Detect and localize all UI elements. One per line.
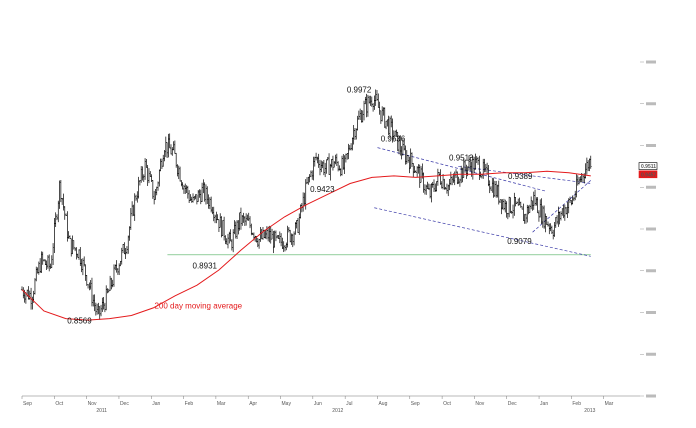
price-annotation: 0.9079 (507, 237, 532, 246)
x-tick-label: May (282, 401, 292, 407)
x-tick-label: Sep (411, 401, 420, 407)
x-tick-label: Nov (475, 401, 484, 407)
price-annotation: 0.9636 (381, 135, 406, 144)
price-annotation: 0.9389 (508, 172, 533, 181)
x-tick-label: Nov (88, 401, 97, 407)
y-tick-label (646, 144, 656, 147)
x-tick-label: Mar (217, 401, 226, 407)
x-tick-label: Apr (249, 401, 257, 407)
y-tick-label (646, 311, 656, 314)
y-tick-label (646, 269, 656, 273)
x-tick-label: Aug (378, 401, 387, 407)
moving-average-line (21, 170, 591, 321)
y-tick-label (646, 185, 656, 189)
price-annotation: 0.9423 (310, 185, 335, 194)
price-annotation: 0.9513 (449, 153, 474, 162)
x-tick-label: Jan (152, 401, 160, 407)
x-year-label: 2013 (584, 408, 595, 414)
y-tick-label (646, 394, 656, 398)
x-tick-label: Oct (55, 401, 63, 407)
y-tick-label (646, 60, 656, 64)
x-tick-label: Feb (185, 401, 194, 407)
moving-average-label: 200 day moving average (154, 302, 242, 311)
breakout-line (458, 165, 591, 184)
x-tick-label: Feb (572, 401, 581, 407)
y-tick-label (646, 102, 656, 106)
y-tick-label (646, 227, 656, 231)
price-annotation: 0.8931 (193, 262, 218, 271)
x-tick-label: Dec (120, 401, 129, 407)
x-tick-label: Mar (605, 401, 614, 407)
channel-lower (374, 207, 591, 257)
rising-support (532, 180, 591, 233)
x-tick-label: Jul (346, 401, 352, 407)
price-marker (638, 162, 658, 170)
price-marker-label: 0.9511 (641, 164, 656, 170)
x-year-label: 2012 (332, 408, 343, 414)
x-tick-label: Oct (443, 401, 451, 407)
price-marker-label: 0.9457 (641, 172, 657, 178)
x-tick-label: Dec (508, 401, 517, 407)
x-tick-label: Jan (540, 401, 548, 407)
x-tick-label: Sep (23, 401, 32, 407)
x-year-label: 2011 (96, 408, 107, 414)
price-marker (638, 170, 658, 179)
x-tick-label: Jun (314, 401, 322, 407)
price-annotation: 0.9972 (347, 86, 372, 95)
y-tick-label (646, 352, 656, 356)
price-annotation: 0.8569 (67, 317, 92, 326)
